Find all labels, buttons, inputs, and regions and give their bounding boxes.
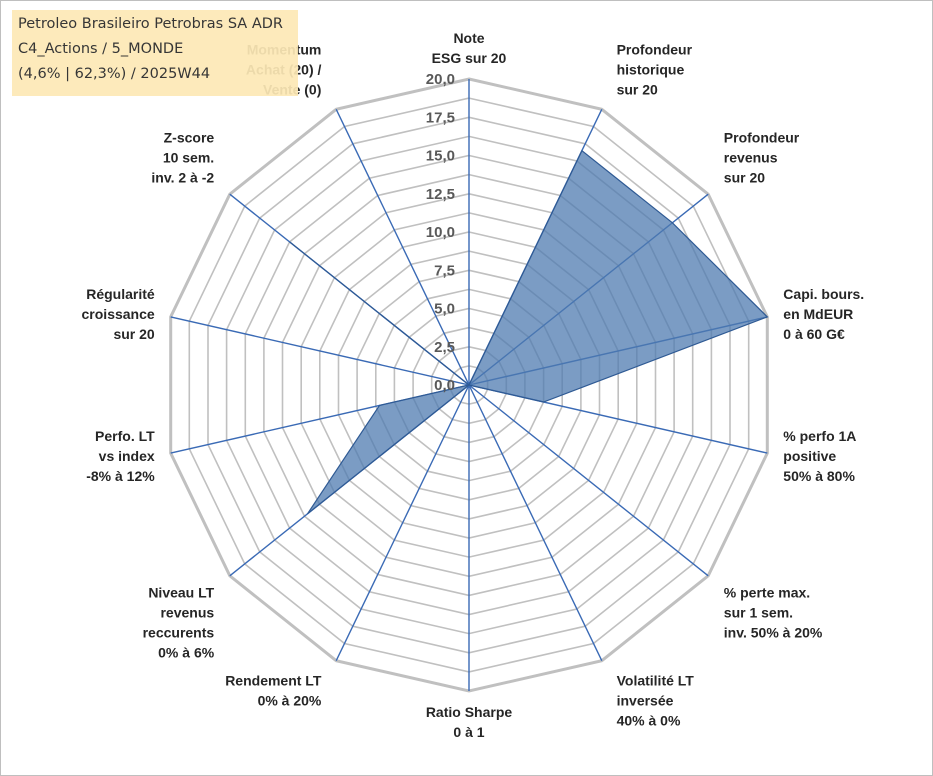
axis-label-line: Volatilité LT	[617, 673, 695, 689]
axis-label-line: en MdEUR	[783, 306, 853, 322]
axis-label-line: sur 20	[113, 326, 154, 342]
title-line-3: (4,6% | 62,3%) / 2025W44	[18, 66, 211, 82]
tick-label: 10,0	[426, 224, 455, 241]
axis-label: Note ESG sur 20	[432, 30, 507, 66]
axis-label-line: Ratio Sharpe	[426, 704, 513, 720]
axis-label-line: Niveau LT	[148, 584, 214, 600]
axis-label-line: sur 1 sem.	[724, 604, 793, 620]
axis-label-line: revenus	[160, 604, 214, 620]
tick-label: 20,0	[426, 71, 455, 88]
axis-label-line: Z-score	[164, 130, 215, 146]
tick-label: 5,0	[434, 301, 455, 318]
tick-label: 0,0	[434, 377, 455, 394]
axis-label-line: 0 à 60 G€	[783, 326, 845, 342]
axis-label-line: 0 à 1	[453, 724, 484, 740]
axis-spoke	[335, 108, 470, 386]
axis-label: Régularité croissance sur 20	[82, 286, 155, 342]
axis-label-line: % perfo 1A	[783, 428, 856, 444]
axis-label: Profondeur revenus sur 20	[724, 130, 800, 186]
axis-label-line: inv. 50% à 20%	[724, 624, 823, 640]
axis-label-line: Perfo. LT	[95, 428, 155, 444]
axis-label-line: 10 sem.	[163, 150, 214, 166]
axis-label-line: revenus	[724, 150, 778, 166]
axis-label-line: inv. 2 à -2	[151, 170, 214, 186]
series-layer	[289, 149, 769, 515]
axis-label: % perfo 1A positive 50% à 80%	[783, 428, 856, 484]
axis-label: Rendement LT 0% à 20%	[225, 673, 322, 709]
axis-label-line: sur 20	[724, 170, 765, 186]
axis-label-line: 0% à 20%	[258, 693, 322, 709]
axis-label-line: Régularité	[86, 286, 155, 302]
axis-label: Capi. bours. en MdEUR 0 à 60 G€	[783, 286, 864, 342]
axis-label: Niveau LT revenus reccurents 0% à 6%	[143, 584, 215, 660]
tick-label: 2,5	[434, 339, 455, 356]
title-line-2: C4_Actions / 5_MONDE	[18, 41, 184, 57]
axis-label-line: -8% à 12%	[86, 468, 155, 484]
axis-label: Ratio Sharpe 0 à 1	[426, 704, 513, 740]
series-area	[289, 149, 769, 515]
axis-label-line: inversée	[617, 693, 674, 709]
axis-label: Z-score 10 sem. inv. 2 à -2	[151, 130, 214, 186]
axis-label-line: reccurents	[143, 624, 215, 640]
title-line-1: Petroleo Brasileiro Petrobras SA ADR	[18, 16, 283, 32]
tick-layer: 0,0 2,5 5,0 7,5 10,0 12,5 15,0 17,5 20,0	[426, 71, 455, 394]
axis-label-line: Profondeur	[617, 42, 693, 58]
tick-label: 17,5	[426, 109, 455, 126]
axis-label-line: vs index	[99, 448, 155, 464]
axis-label-line: % perte max.	[724, 584, 810, 600]
axis-spoke	[468, 384, 603, 662]
label-layer: Note ESG sur 20 Profondeur historique sur 20…	[82, 30, 865, 740]
tick-label: 7,5	[434, 262, 455, 279]
tick-label: 12,5	[426, 186, 455, 203]
axis-label-line: Profondeur	[724, 130, 800, 146]
axis-spoke	[170, 316, 470, 386]
axis-label-line: 40% à 0%	[617, 713, 681, 729]
axis-label-line: Capi. bours.	[783, 286, 864, 302]
axis-label: Perfo. LT vs index -8% à 12%	[86, 428, 155, 484]
axis-label-line: 0% à 6%	[158, 644, 215, 660]
axis-label-line: ESG sur 20	[432, 50, 507, 66]
axis-label-line: 50% à 80%	[783, 468, 855, 484]
axis-label-line: sur 20	[617, 82, 658, 98]
axis-label-line: croissance	[82, 306, 155, 322]
axis-label-line: positive	[783, 448, 836, 464]
axis-label: % perte max. sur 1 sem. inv. 50% à 20%	[724, 584, 823, 640]
axis-label-line: Note	[453, 30, 484, 46]
axis-label-line: Rendement LT	[225, 673, 322, 689]
tick-label: 15,0	[426, 148, 455, 165]
axis-label: Volatilité LT inversée 40% à 0%	[617, 673, 695, 729]
axis-label: Profondeur historique sur 20	[617, 42, 693, 98]
title-box: Petroleo Brasileiro Petrobras SA ADR C4_…	[12, 10, 298, 96]
axis-spoke	[335, 384, 470, 662]
axis-spoke	[468, 384, 709, 577]
axis-label-line: historique	[617, 62, 685, 78]
